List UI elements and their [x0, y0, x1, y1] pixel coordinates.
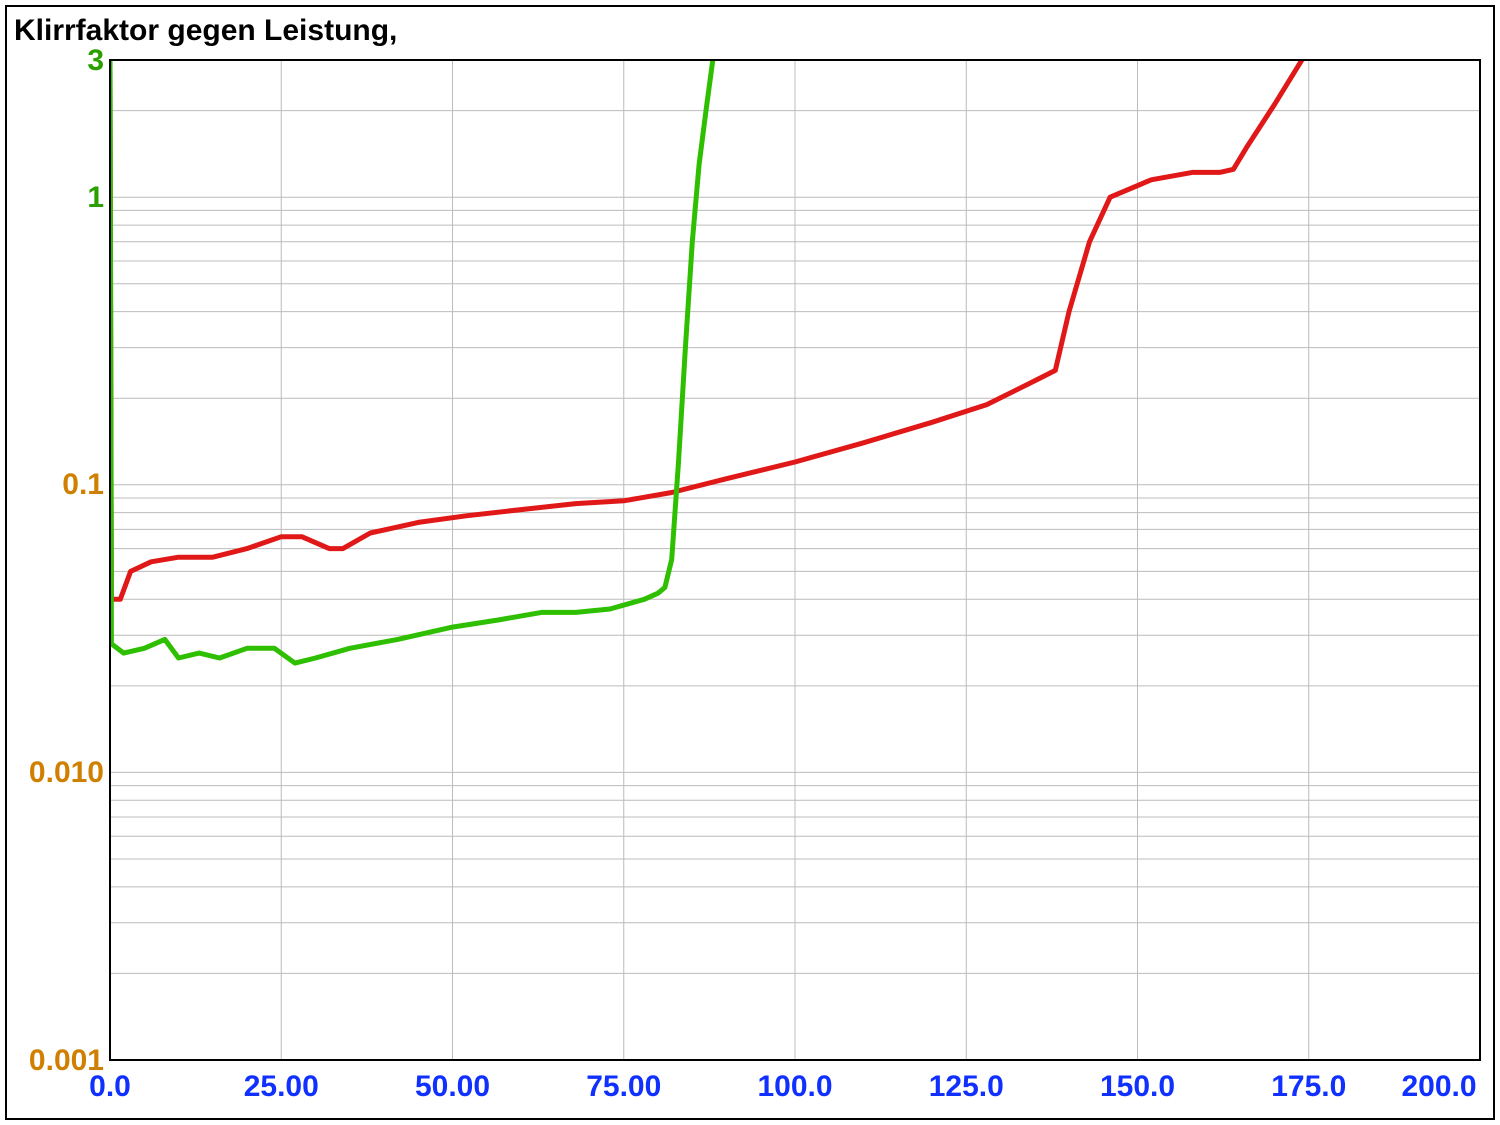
x-tick-label: 100.0: [757, 1070, 832, 1104]
x-tick-label: 25.00: [244, 1070, 319, 1104]
x-tick-label: 125.0: [929, 1070, 1004, 1104]
x-tick-label: 200.0: [1401, 1070, 1476, 1104]
y-tick-label: 1: [87, 181, 104, 215]
x-tick-label: 150.0: [1100, 1070, 1175, 1104]
x-tick-label: 50.00: [415, 1070, 490, 1104]
chart-svg: [0, 0, 1500, 1125]
y-tick-label: 0.1: [62, 468, 104, 502]
x-tick-label: 75.00: [586, 1070, 661, 1104]
y-tick-label: 3: [87, 44, 104, 78]
y-tick-label: 0.010: [29, 756, 104, 790]
x-tick-label: 175.0: [1271, 1070, 1346, 1104]
y-tick-label: 0.001: [29, 1044, 104, 1078]
